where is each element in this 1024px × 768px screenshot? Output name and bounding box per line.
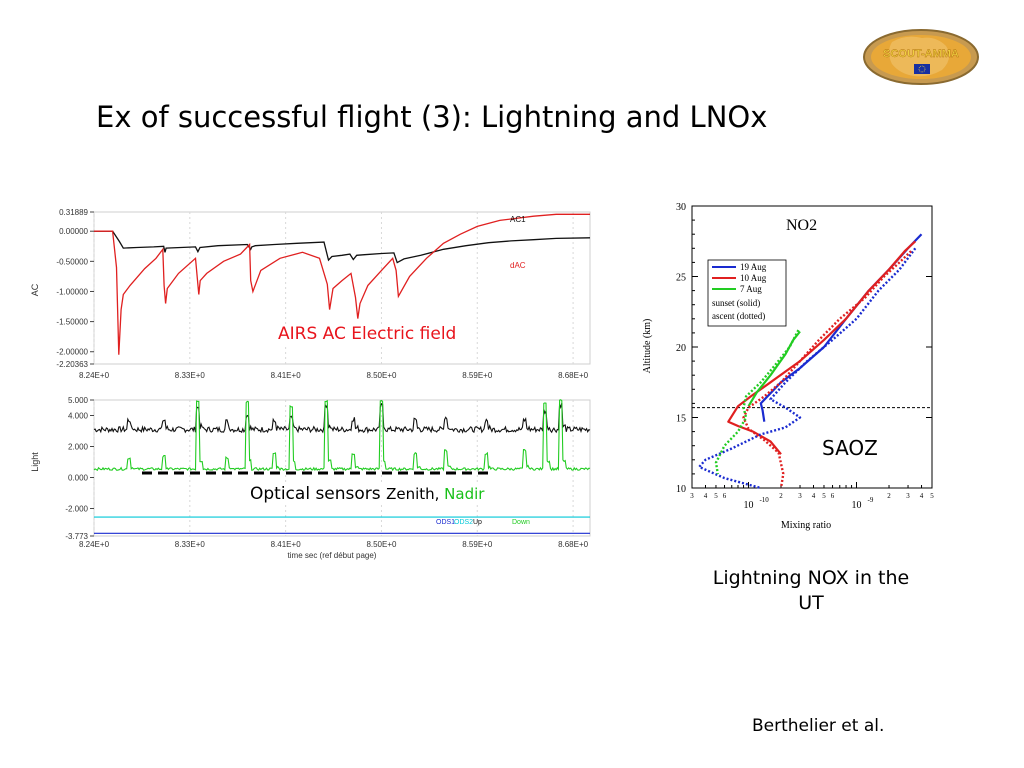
no2-x-minor-label: 5 bbox=[714, 492, 718, 500]
light-x-tick-label: 8.50E+0 bbox=[366, 540, 397, 549]
lightning-nox-caption: Lightning NOX in the UT bbox=[712, 567, 910, 614]
no2-y-tick-label: 15 bbox=[676, 414, 686, 425]
slide-title: Ex of successful flight (3): Lightning a… bbox=[96, 100, 768, 134]
light-series-down bbox=[93, 399, 591, 472]
ac-y-tick-label: 0.00000 bbox=[59, 227, 88, 236]
light-series-up bbox=[93, 402, 591, 434]
legend-ods2: ODS2 bbox=[454, 519, 473, 526]
no2-series-7-aug-dotted bbox=[714, 329, 800, 475]
light-y-tick-label: 4.000 bbox=[68, 412, 89, 421]
optical-sensors-caption: Optical sensors Zenith, Nadir bbox=[250, 484, 485, 504]
light-y-tick-label: 5.000 bbox=[68, 396, 89, 405]
ac-y-axis-label: AC bbox=[30, 283, 40, 296]
saoz-label: SAOZ bbox=[822, 436, 878, 460]
light-y-axis-label: Light bbox=[30, 452, 40, 472]
dac-series-label: dAC bbox=[510, 261, 526, 270]
no2-series-19-aug-dotted bbox=[698, 247, 917, 490]
ac-y-tick-label: -1.50000 bbox=[56, 318, 88, 327]
no2-title: NO2 bbox=[786, 217, 817, 234]
ac-y-tick-label: -2.00000 bbox=[56, 348, 88, 357]
ac-electric-field-plot: 0.31889 0.00000 -0.50000 -1.00000 -1.50000 -2… bbox=[22, 198, 616, 390]
no2-y-tick-label: 25 bbox=[676, 273, 686, 284]
logo-text: SCOUT-AMMA bbox=[883, 48, 959, 60]
light-x-tick-label: 8.41E+0 bbox=[271, 540, 302, 549]
scout-amma-logo: SCOUT-AMMA bbox=[862, 28, 980, 86]
light-y-tick-label: 0.000 bbox=[68, 474, 89, 483]
author-credit: Berthelier et al. bbox=[752, 716, 885, 736]
no2-x-minor-label: 6 bbox=[723, 492, 727, 500]
ac-y-tick-label: 0.31889 bbox=[59, 208, 88, 217]
light-y-tick-label: 2.000 bbox=[68, 443, 89, 452]
legend-ods1: ODS1 bbox=[436, 519, 455, 526]
no2-x-minor-label: 6 bbox=[831, 492, 835, 500]
no2-y-tick-label: 30 bbox=[676, 202, 686, 213]
optical-nadir-text: Nadir bbox=[444, 485, 485, 503]
ac-y-tick-label: -0.50000 bbox=[56, 257, 88, 266]
no2-x-decade-exponent: -9 bbox=[867, 496, 873, 504]
light-x-tick-label: 8.24E+0 bbox=[79, 540, 110, 549]
ac-x-tick-label: 8.33E+0 bbox=[175, 371, 206, 380]
no2-profile-plot: 10 15 20 25 30 3 4 5 6 10 -10 2 3 4 5 6 10 -9 2 3 4 5 NO2 Mix… bbox=[636, 196, 946, 536]
no2-x-minor-label: 3 bbox=[690, 492, 694, 500]
no2-x-minor-label: 2 bbox=[779, 492, 783, 500]
light-x-axis-label: time sec (ref début page) bbox=[288, 551, 377, 560]
legend-19aug: 19 Aug bbox=[740, 262, 767, 272]
light-y-tick-label: -2.000 bbox=[65, 505, 88, 514]
no2-legend: 19 Aug 10 Aug 7 Aug sunset (solid) ascen… bbox=[707, 259, 787, 327]
no2-x-minor-label: 4 bbox=[920, 492, 924, 500]
ac-x-tick-label: 8.59E+0 bbox=[462, 371, 493, 380]
no2-plot-area bbox=[691, 205, 933, 489]
no2-x-minor-label: 3 bbox=[906, 492, 910, 500]
ac-x-tick-label: 8.41E+0 bbox=[271, 371, 302, 380]
light-x-tick-label: 8.33E+0 bbox=[175, 540, 206, 549]
optical-zenith-text: Zenith, bbox=[386, 485, 445, 503]
legend-7aug: 7 Aug bbox=[740, 284, 762, 294]
ac-field-caption: AIRS AC Electric field bbox=[278, 324, 457, 344]
no2-x-minor-label: 5 bbox=[822, 492, 826, 500]
legend-down: Down bbox=[512, 519, 530, 526]
no2-x-minor-label: 5 bbox=[930, 492, 934, 500]
no2-x-axis-label: Mixing ratio bbox=[781, 520, 831, 531]
no2-x-minor-label: 4 bbox=[704, 492, 708, 500]
ac-y-tick-label: -2.20363 bbox=[56, 360, 88, 369]
light-x-tick-label: 8.59E+0 bbox=[462, 540, 493, 549]
ac1-series-label: AC1 bbox=[510, 215, 526, 224]
ac-x-tick-label: 8.50E+0 bbox=[366, 371, 397, 380]
optical-main-text: Optical sensors bbox=[250, 484, 387, 504]
light-y-tick-label: -3.773 bbox=[65, 532, 88, 541]
legend-sunset: sunset (solid) bbox=[712, 298, 760, 308]
ac-x-tick-label: 8.24E+0 bbox=[79, 371, 110, 380]
no2-x-decade-label: 10 bbox=[851, 500, 861, 511]
ac-plot-svg: 0.31889 0.00000 -0.50000 -1.00000 -1.50000 -2… bbox=[30, 208, 591, 380]
no2-y-axis-label: Altitude (km) bbox=[642, 319, 653, 374]
legend-ascent: ascent (dotted) bbox=[712, 311, 765, 321]
no2-y-tick-label: 10 bbox=[676, 484, 686, 495]
optical-light-plot: 5.000 4.000 2.000 0.000 -2.000 -3.773 8.24E+0 8… bbox=[22, 392, 616, 572]
no2-x-decade-label: 10 bbox=[743, 500, 753, 511]
ac-y-tick-label: -1.00000 bbox=[56, 287, 88, 296]
no2-x-minor-label: 3 bbox=[798, 492, 802, 500]
ac-series-dac bbox=[94, 213, 590, 355]
no2-x-minor-label: 2 bbox=[887, 492, 891, 500]
ac-x-tick-label: 8.68E+0 bbox=[558, 371, 589, 380]
eu-flag-icon bbox=[914, 64, 930, 74]
legend-up: Up bbox=[473, 519, 482, 526]
no2-y-tick-label: 20 bbox=[676, 343, 686, 354]
light-x-tick-label: 8.68E+0 bbox=[558, 540, 589, 549]
scout-amma-logo-graphic: SCOUT-AMMA bbox=[863, 29, 979, 85]
no2-x-minor-label: 4 bbox=[812, 492, 816, 500]
no2-x-decade-exponent: -10 bbox=[759, 496, 769, 504]
legend-10aug: 10 Aug bbox=[740, 273, 767, 283]
ac-series-ac1 bbox=[94, 230, 591, 264]
